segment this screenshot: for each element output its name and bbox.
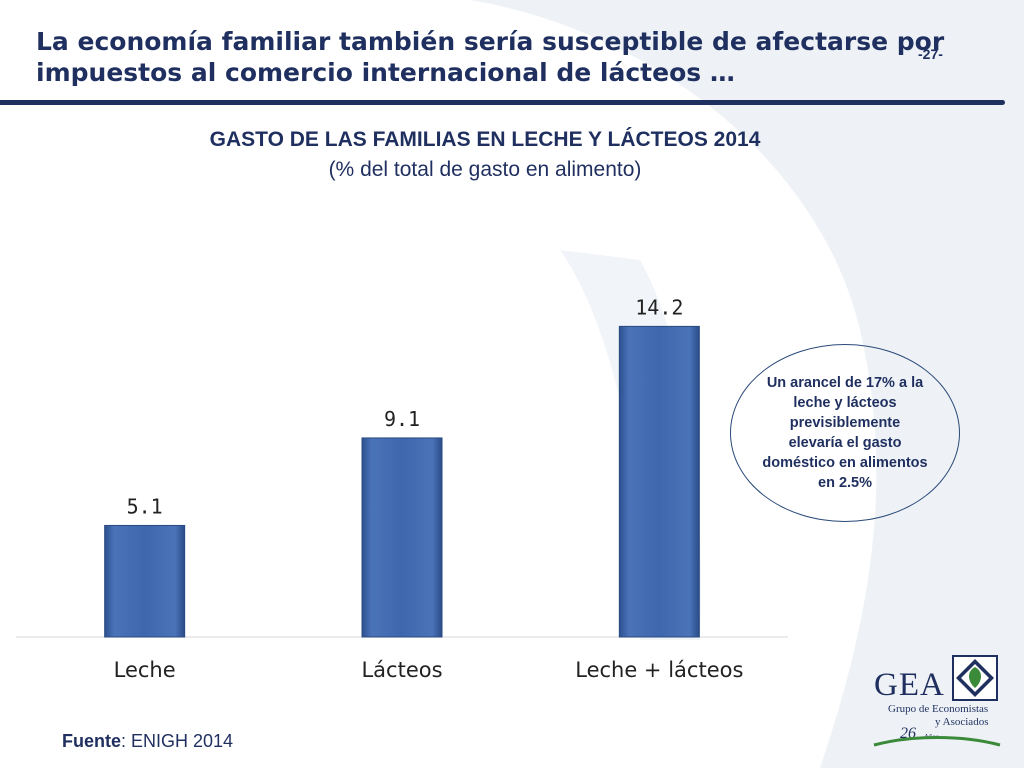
title-underline: [0, 100, 1005, 105]
slide-title: La economía familiar también sería susce…: [36, 27, 945, 87]
callout-ellipse: Un arancel de 17% a la leche y lácteos p…: [730, 344, 960, 522]
logo-tree-icon: [952, 655, 998, 701]
source-value: : ENIGH 2014: [121, 731, 234, 751]
logo-line-1: Grupo de Economistas: [888, 703, 989, 715]
bar-2: [618, 325, 700, 638]
logo-wordmark: GEA: [874, 667, 945, 703]
bar-value-label-0: 5.1: [127, 494, 163, 518]
chart-title: GASTO DE LAS FAMILIAS EN LECHE Y LÁCTEOS…: [209, 128, 761, 151]
logo-line-2: y Asociados: [935, 716, 989, 728]
x-tick-label-0: Leche: [114, 658, 176, 682]
bar-value-label-1: 9.1: [384, 407, 420, 431]
source-note: Fuente: ENIGH 2014: [62, 731, 233, 752]
gea-logo: GEA Grupo de Economistas y Asociados 26 …: [872, 655, 1002, 755]
bar-1: [361, 437, 443, 638]
x-tick-label-1: Lácteos: [361, 658, 442, 682]
slide-page-number: -27-: [918, 46, 943, 62]
chart-subtitle: (% del total de gasto en alimento): [328, 158, 642, 181]
logo-swoosh-icon: [873, 736, 1001, 747]
bar-value-label-2: 14.2: [635, 295, 683, 319]
x-tick-label-2: Leche + lácteos: [575, 658, 743, 682]
bar-0: [104, 524, 186, 638]
callout-text: Un arancel de 17% a la leche y lácteos p…: [762, 375, 928, 491]
source-label: Fuente: [62, 731, 122, 751]
